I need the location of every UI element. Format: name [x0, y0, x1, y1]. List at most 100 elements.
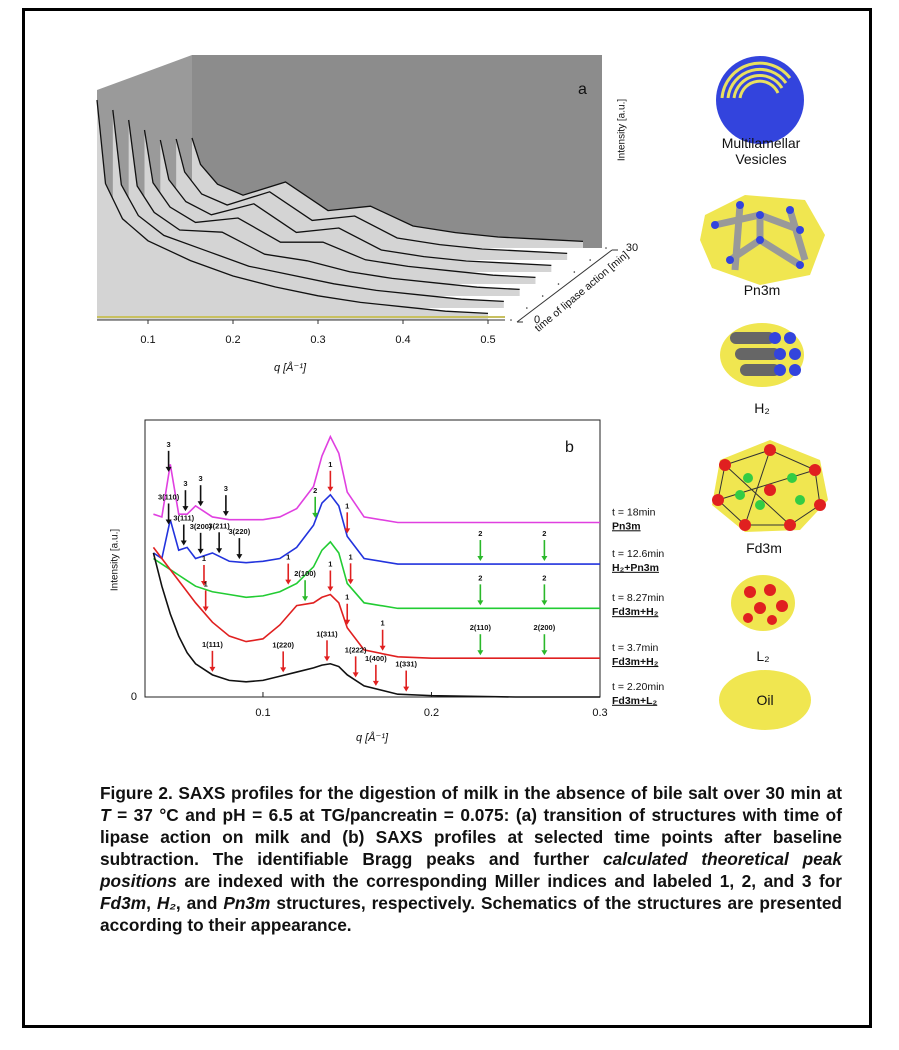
z-position: [557, 283, 560, 285]
arrow-head: [209, 666, 216, 672]
arrow-head: [477, 650, 484, 656]
arrow-head: [200, 580, 207, 586]
curve: [191, 137, 584, 243]
z-position: [589, 259, 591, 261]
caption-text: Fd3m: [100, 893, 147, 913]
arrow-head: [541, 556, 548, 562]
peak-label: 1: [204, 579, 208, 588]
peak-label: 1: [328, 460, 332, 469]
arrow-head: [477, 600, 484, 606]
z-position: [541, 295, 544, 297]
peak-label: 2: [542, 573, 546, 582]
peak-label: 1: [286, 553, 290, 562]
caption-text: H₂: [156, 893, 176, 913]
peak-label: 1(220): [272, 640, 294, 649]
x-tick-label: 0.4: [395, 334, 410, 346]
arrow-head: [477, 556, 484, 562]
arrow-head: [327, 586, 334, 592]
caption: Figure 2. SAXS profiles for the digestio…: [100, 782, 842, 936]
arrow-head: [327, 486, 334, 492]
peak-label: 3: [199, 474, 203, 483]
x-axis-label: q [Å⁻¹]: [274, 361, 307, 374]
x-tick-label: 0.3: [592, 707, 607, 719]
caption-text: Figure 2. SAXS profiles for the digestio…: [100, 783, 842, 803]
caption-text: structures, respectively. Schematics of …: [100, 893, 842, 935]
y-axis-label: Intensity [a.u.]: [617, 99, 628, 161]
peak-label: 2(110): [470, 623, 492, 632]
peak-label: 2(100): [294, 569, 316, 578]
x-tick-label: 0.1: [140, 334, 155, 346]
peak-label: 2: [313, 486, 317, 495]
arrow-head: [324, 656, 330, 662]
arrow-head: [222, 511, 229, 517]
y-tick-label: 0: [131, 691, 137, 703]
peak-label: 2: [542, 529, 546, 538]
arrow-head: [202, 606, 209, 612]
curve: [143, 129, 536, 279]
frame: [22, 8, 872, 1028]
arrow-head: [312, 512, 319, 518]
peak-label: 1: [349, 552, 353, 561]
z-tick-label: 0: [534, 314, 540, 326]
peak-label: 1(331): [395, 660, 417, 669]
peak-label: 3: [183, 479, 187, 488]
caption-text: calculated theoretical peak positions: [100, 849, 842, 891]
arrow-head: [197, 548, 204, 554]
arrow-head: [285, 579, 292, 585]
peak-label: 2(200): [534, 623, 556, 632]
curve: [112, 109, 504, 303]
peak-label: 1(222): [345, 645, 367, 654]
peak-label: 1(311): [316, 629, 338, 638]
panel-label: a: [578, 81, 587, 98]
arrow-head: [165, 466, 172, 472]
series-label: t = 8.27min: [612, 592, 664, 604]
arrow-head: [372, 680, 379, 686]
curve: [152, 552, 600, 698]
ribbon: [97, 100, 488, 320]
z-position: [526, 307, 528, 309]
series-phase: Fd3m+H₂: [612, 606, 659, 618]
peak-label: 1: [345, 593, 349, 602]
curve: [153, 434, 600, 524]
ribbon: [112, 110, 504, 308]
series-phase: Fd3m+L₂: [612, 695, 658, 707]
arrow-head: [216, 548, 223, 554]
peak-label: 1(111): [202, 640, 223, 649]
schematic-label: Pn3m: [743, 282, 781, 298]
peak-label: 3(111): [173, 514, 194, 523]
series-label: t = 2.20min: [612, 681, 664, 693]
schematic-oil: [719, 670, 811, 730]
series-phase: Pn3m: [612, 520, 641, 532]
series-phase: H₂+Pn3m: [612, 562, 659, 574]
z-position: [573, 271, 576, 273]
x-tick-label: 0.2: [424, 707, 439, 719]
curve: [175, 138, 568, 255]
arrow-head: [344, 619, 351, 625]
arrow-head: [379, 645, 386, 651]
arrow-head: [182, 506, 189, 512]
arrow-head: [541, 650, 548, 656]
arrow-head: [280, 667, 287, 673]
peak-label: 3: [224, 484, 228, 493]
caption-text: Pn3m: [223, 893, 271, 913]
peak-label: 3(220): [229, 527, 251, 536]
schematic-label: Fd3m: [746, 540, 782, 556]
schematic-label: Oil: [756, 692, 774, 708]
schematic-h2: [720, 323, 804, 387]
z-tick-label: 30: [626, 242, 638, 254]
curve: [159, 139, 552, 267]
caption-text: = 37 °C and pH = 6.5 at TG/pancreatin = …: [100, 805, 842, 869]
peak-label: 2: [478, 573, 482, 582]
arrow-head: [302, 596, 309, 602]
x-tick-label: 0.2: [225, 334, 240, 346]
schematic-mlv: [716, 56, 804, 144]
caption-text: , and: [175, 893, 224, 913]
series-label: t = 3.7min: [612, 642, 659, 654]
series-label: t = 12.6min: [612, 548, 664, 560]
caption-text: are indexed with the corresponding Mille…: [176, 871, 842, 891]
x-axis-label: q [Å⁻¹]: [356, 731, 389, 744]
panel-label: b: [565, 439, 574, 456]
schematic-label: L₂: [756, 648, 770, 664]
